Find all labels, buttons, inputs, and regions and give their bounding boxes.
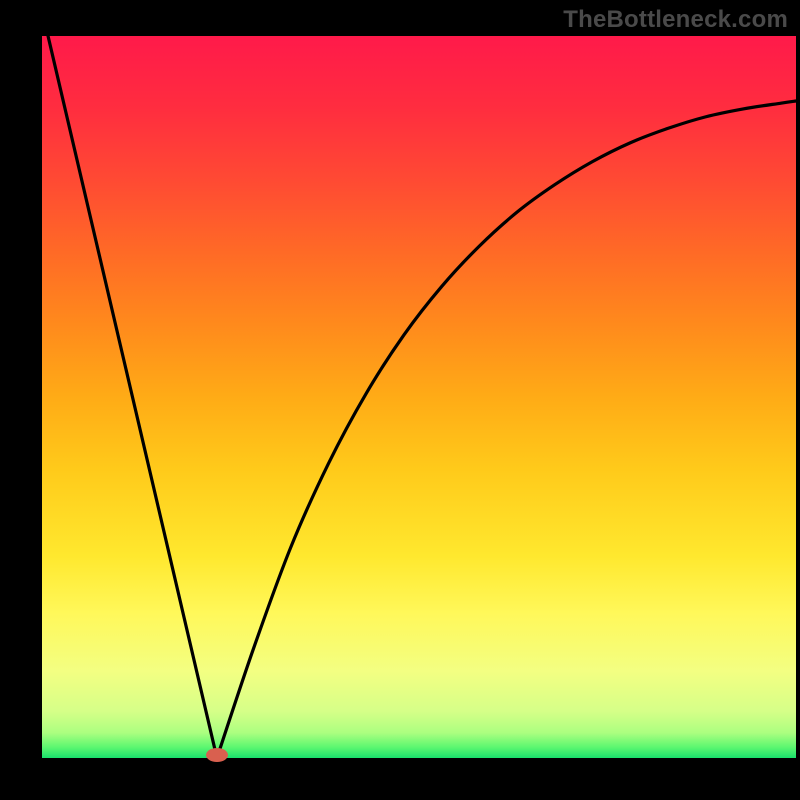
bottleneck-curve <box>42 36 796 758</box>
watermark-text: TheBottleneck.com <box>563 6 788 34</box>
chart-area <box>42 36 796 758</box>
bottleneck-minimum-marker <box>206 748 228 762</box>
